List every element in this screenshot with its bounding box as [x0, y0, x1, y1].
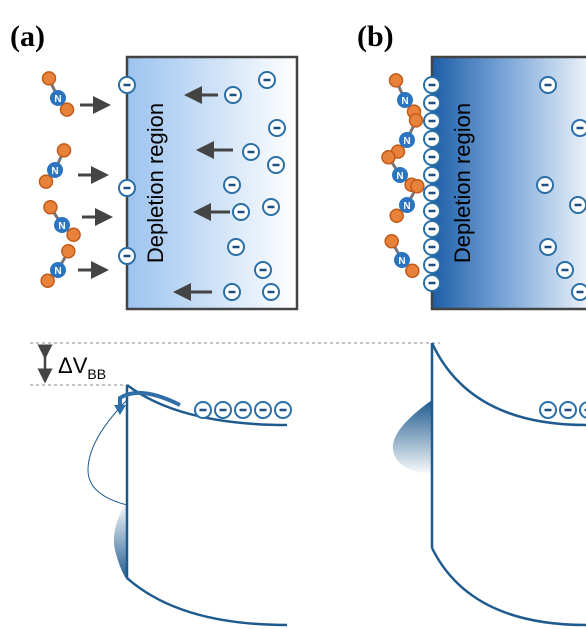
atom-label: N	[401, 96, 408, 107]
oxygen	[411, 180, 424, 193]
oxygen	[390, 74, 403, 87]
band-bending-label: ΔVBB	[58, 353, 106, 382]
oxygen	[410, 114, 423, 127]
oxygen	[41, 274, 54, 287]
oxygen	[67, 228, 80, 241]
figure: (a) (b) Depletion region Depletion regio…	[0, 0, 586, 629]
panel-label: (b)	[357, 20, 394, 53]
region-label: Depletion region	[450, 103, 475, 263]
atom-label: N	[54, 94, 61, 105]
bands	[127, 343, 586, 625]
surface-state	[88, 400, 127, 505]
oxygen	[40, 175, 53, 188]
surface-state	[114, 500, 127, 580]
oxygen	[61, 103, 74, 116]
oxygen	[385, 235, 398, 248]
oxygen	[382, 151, 395, 164]
atom-label: N	[403, 136, 410, 147]
atom-label: N	[54, 266, 61, 277]
atom-label: N	[58, 221, 65, 232]
oxygen	[62, 245, 75, 258]
oxygen	[406, 264, 419, 277]
oxygen	[44, 201, 57, 214]
atom-label: N	[403, 201, 410, 212]
oxygen	[43, 72, 56, 85]
oxygen	[58, 144, 71, 157]
surface-state	[393, 400, 432, 552]
panel-label: (a)	[10, 20, 45, 53]
atom-label: N	[396, 171, 403, 182]
region-label: Depletion region	[143, 103, 168, 263]
oxygen	[390, 209, 403, 222]
transfer-arrow	[114, 405, 126, 415]
atom-label: N	[398, 256, 405, 267]
atom-label: N	[51, 166, 58, 177]
